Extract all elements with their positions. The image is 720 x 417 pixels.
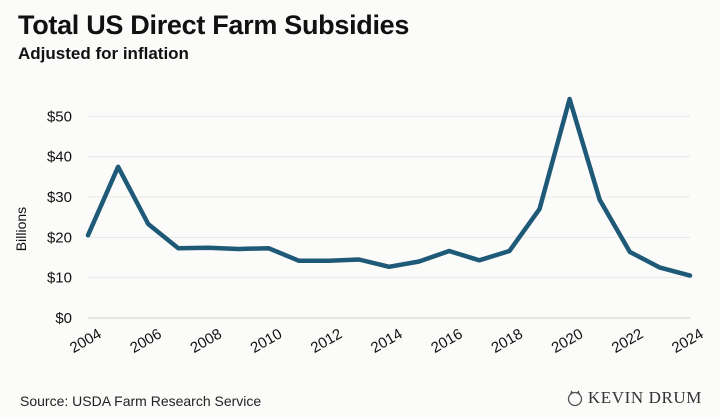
y-tick-label: $0 [55,310,72,327]
x-tick-label: 2024 [669,325,706,356]
x-axis: 2004 2006 2008 2010 2012 2014 2016 2018 2020 2022… [67,325,706,356]
x-tick-label: 2014 [368,325,405,356]
source-note: Source: USDA Farm Research Service [20,393,262,409]
cat-logo-icon [567,390,583,407]
y-tick-label: $40 [47,149,72,166]
y-axis-title: Billions [13,207,29,251]
x-tick-label: 2006 [127,325,164,356]
series-line [85,96,693,278]
series-layer [85,96,693,278]
x-tick-label: 2010 [248,325,285,356]
y-tick-label: $30 [47,189,72,206]
y-tick-label: $50 [47,108,72,125]
x-tick-label: 2018 [488,325,525,356]
x-tick-label: 2008 [187,325,224,356]
brand-name: KEVIN DRUM [587,388,702,407]
y-tick-label: $10 [47,270,72,287]
y-tick-label: $20 [47,229,72,246]
x-tick-label: 2012 [308,325,345,356]
y-axis: $0 $10 $20 $30 $40 $50 [47,108,72,327]
x-tick-label: 2022 [609,325,646,356]
x-tick-label: 2016 [428,325,465,356]
x-tick-label: 2020 [549,325,586,356]
gridlines [88,115,690,319]
brand-logo: KEVIN DRUM [566,388,702,408]
chart-subtitle: Adjusted for inflation [18,44,189,63]
chart-title: Total US Direct Farm Subsidies [18,10,410,40]
x-tick-label: 2004 [67,325,104,356]
